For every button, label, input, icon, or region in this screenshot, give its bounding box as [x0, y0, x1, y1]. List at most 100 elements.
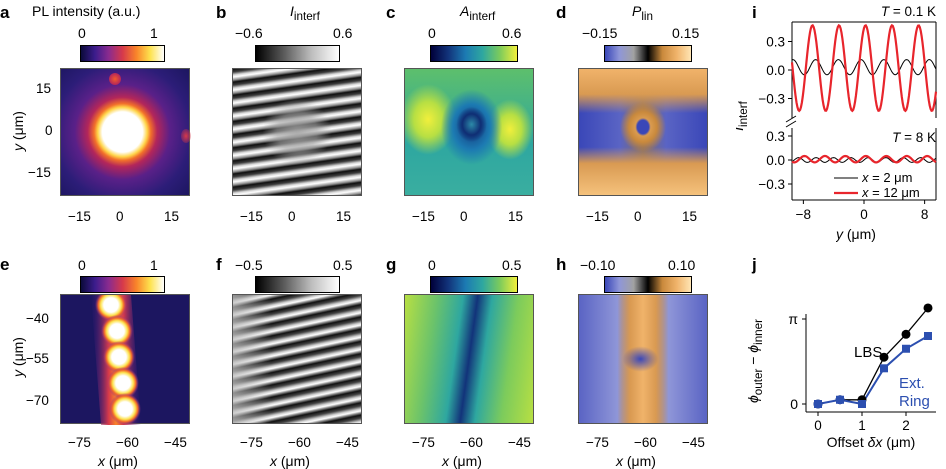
- panel-label-c: c: [386, 3, 396, 22]
- x-tick: −75: [240, 435, 263, 450]
- x-tick: −15: [240, 209, 263, 224]
- x-axis-label: x (μm): [270, 453, 310, 469]
- colorbar-title-d: Plin: [632, 3, 654, 23]
- colorbar-max-c: 0.6: [502, 25, 522, 41]
- y-tick: 15: [36, 81, 52, 96]
- panel-label-a: a: [0, 3, 10, 22]
- colorbar-a: [80, 45, 165, 62]
- panel-label-h: h: [556, 255, 567, 274]
- panel-label-i: i: [752, 3, 757, 22]
- x-axis-label: x (μm): [616, 453, 656, 469]
- legend-label-x2: x = 2 μm: [862, 170, 912, 185]
- x-tick: 15: [336, 209, 352, 224]
- x-tick-label: 0: [860, 207, 868, 222]
- heatmap-g: [404, 294, 534, 424]
- x-tick: −45: [682, 435, 705, 450]
- series-label-lbs: LBS: [854, 344, 882, 361]
- colorbar-max-e: 1: [150, 257, 158, 273]
- y-tick: 0: [45, 123, 53, 138]
- data-point-ext-ring: [858, 400, 866, 408]
- y-axis-label-row2: y (μm): [9, 337, 26, 377]
- y-tick: −40: [26, 311, 49, 326]
- x-axis-label: x (μm): [98, 453, 138, 469]
- y-tick-label: −0.3: [758, 177, 785, 192]
- data-point-lbs: [923, 303, 933, 313]
- data-point-ext-ring: [813, 399, 823, 409]
- colorbar-min-f: −0.5: [235, 257, 263, 273]
- colorbar-min-e: 0: [78, 257, 86, 273]
- x-tick-label: 1: [858, 418, 866, 433]
- heatmap-a: [60, 68, 191, 196]
- colorbar-max-a: 1: [150, 25, 158, 41]
- x-tick: −75: [586, 435, 609, 450]
- x-tick: 0: [116, 209, 124, 224]
- data-point-ext-ring: [902, 344, 910, 353]
- x-axis-label: y (μm): [836, 226, 876, 242]
- chart-i: 0.3 0.3 0.0 0.0 −0.3 −0.3 −8 0 8 T = 0.1 K T = 8 K…: [736, 4, 938, 242]
- x-tick-label: −8: [796, 207, 811, 222]
- panel-label-j: j: [752, 255, 757, 274]
- colorbar-min-h: −0.10: [580, 257, 616, 273]
- y-tick-label: 0.3: [766, 35, 785, 50]
- data-point-lbs: [901, 329, 911, 339]
- x-tick: −15: [68, 209, 91, 224]
- data-point-ext-ring: [835, 395, 845, 405]
- colorbar-max-f: 0.5: [333, 257, 353, 273]
- colorbar-d: [604, 45, 692, 62]
- data-point-ext-ring: [880, 364, 888, 373]
- series-line-x2-lower: [791, 157, 937, 163]
- colorbar-min-c: 0: [428, 25, 436, 41]
- panel-label-e: e: [0, 255, 10, 274]
- heatmap-e: [60, 294, 190, 425]
- y-tick-label: 0.0: [766, 63, 785, 78]
- colorbar-title-b: Iinterf: [290, 3, 320, 23]
- series-label-ext: Ext.: [899, 375, 925, 392]
- y-tick-label: 0.0: [766, 153, 785, 168]
- upper-title: T = 0.1 K: [881, 4, 936, 19]
- colorbar-max-d: 0.15: [672, 25, 700, 41]
- panel-label-b: b: [216, 3, 227, 22]
- y-tick-label: 0: [790, 396, 798, 412]
- legend-label-x12: x = 12 μm: [862, 185, 920, 200]
- y-axis-label-row1: y (μm): [9, 111, 26, 151]
- x-tick: 15: [164, 209, 180, 224]
- x-tick: 0: [634, 209, 642, 224]
- colorbar-f: [255, 276, 340, 293]
- y-axis-label: Iinterf: [736, 101, 750, 131]
- colorbar-min-g: 0: [428, 257, 436, 273]
- colorbar-min-d: −0.15: [582, 25, 618, 41]
- heatmap-b: [232, 68, 362, 196]
- x-tick: 0: [288, 209, 296, 224]
- colorbar-max-b: 0.6: [333, 25, 353, 41]
- y-tick-label: 0.3: [766, 129, 785, 144]
- x-tick-label: 0: [814, 418, 822, 433]
- heatmap-d: [578, 68, 708, 196]
- y-tick: −55: [26, 351, 49, 366]
- data-point-lbs: [879, 352, 889, 362]
- data-point-ext-ring: [924, 332, 932, 340]
- lower-title: T = 8 K: [892, 130, 936, 145]
- heatmap-h: [578, 294, 708, 424]
- colorbar-max-h: 0.10: [668, 257, 696, 273]
- y-axis-label: ϕouter − ϕinner: [745, 319, 765, 403]
- colorbar-c: [430, 45, 518, 62]
- y-tick-label: π: [788, 311, 798, 327]
- panel-label-d: d: [556, 3, 567, 22]
- colorbar-max-g: 0.5: [502, 257, 522, 273]
- x-axis-label: x (μm): [442, 453, 482, 469]
- panel-label-f: f: [216, 255, 222, 274]
- x-tick: −60: [634, 435, 657, 450]
- x-tick: −15: [412, 209, 435, 224]
- x-tick: −75: [412, 435, 435, 450]
- colorbar-e: [80, 276, 165, 293]
- x-tick: 15: [508, 209, 524, 224]
- x-tick: −60: [116, 435, 139, 450]
- series-line-x2-upper: [791, 59, 937, 76]
- colorbar-g: [430, 276, 518, 293]
- series-line-x12-lower: [791, 154, 937, 164]
- axis-break: [785, 115, 797, 128]
- x-tick: −45: [336, 435, 359, 450]
- series-label-ring: Ring: [899, 393, 930, 410]
- panel-label-g: g: [386, 255, 397, 274]
- x-tick: −45: [164, 435, 187, 450]
